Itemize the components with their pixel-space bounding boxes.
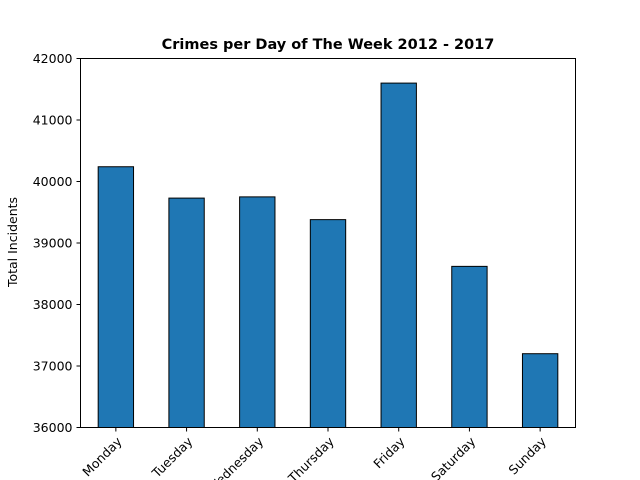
- x-tick-label-sunday: Sunday: [505, 433, 549, 477]
- bar-sunday: [521, 353, 559, 429]
- bar-friday: [380, 82, 417, 428]
- bar-monday: [97, 166, 135, 429]
- x-tick-label-monday: Monday: [79, 433, 125, 479]
- x-tick-label-wednesday: Wednesday: [204, 433, 266, 480]
- bar-tuesday: [168, 197, 205, 428]
- y-tick-label-42000: 42000: [33, 51, 73, 66]
- bars-group: [97, 82, 559, 429]
- x-axis: Monday Tuesday Wednesday Thursday Friday Satu…: [79, 427, 549, 480]
- bar-wednesday: [239, 196, 276, 429]
- y-tick-label-37000: 37000: [33, 359, 73, 374]
- y-tick-label-41000: 41000: [33, 113, 73, 128]
- y-axis: 36000 37000 38000 39000 40000 41000 42000: [33, 51, 81, 435]
- bar-thursday: [309, 219, 347, 428]
- x-tick-label-tuesday: Tuesday: [148, 433, 196, 480]
- chart-title: Crimes per Day of The Week 2012 - 2017: [162, 37, 495, 53]
- x-tick-label-thursday: Thursday: [284, 433, 337, 480]
- y-tick-label-40000: 40000: [33, 174, 73, 189]
- y-tick-label-38000: 38000: [33, 297, 73, 312]
- plot-frame: [80, 58, 576, 428]
- x-tick-label-friday: Friday: [370, 433, 408, 471]
- x-tick-label-saturday: Saturday: [428, 433, 479, 480]
- y-tick-label-36000: 36000: [33, 420, 73, 435]
- bar-saturday: [451, 265, 488, 428]
- y-axis-label: Total Incidents: [5, 197, 20, 288]
- y-tick-label-39000: 39000: [33, 236, 73, 251]
